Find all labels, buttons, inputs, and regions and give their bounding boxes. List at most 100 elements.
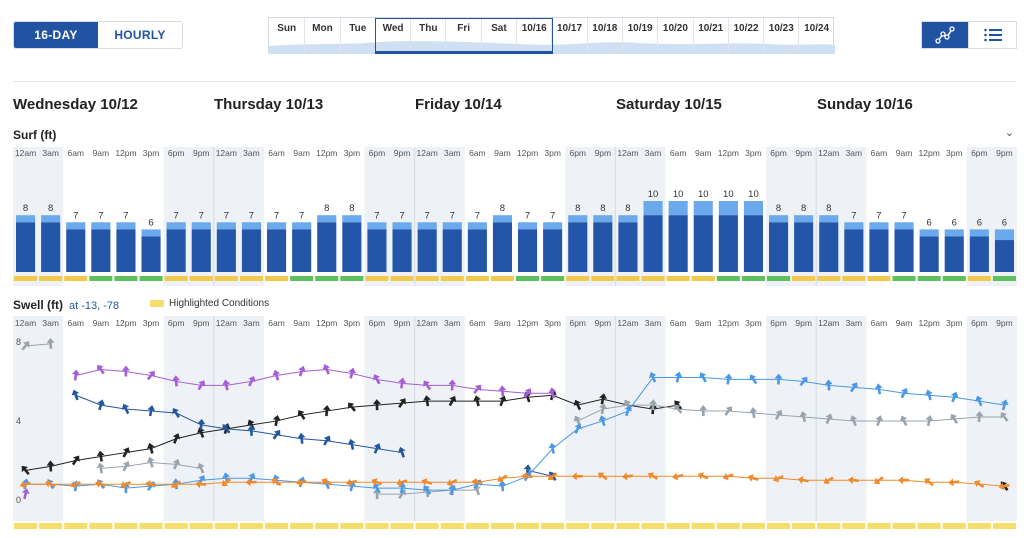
- selected-day-range[interactable]: [375, 18, 553, 54]
- swell-direction-arrow[interactable]: [998, 410, 1011, 424]
- swell-direction-arrow[interactable]: [972, 478, 986, 491]
- surf-bar-max[interactable]: [518, 222, 538, 230]
- surf-bar-max[interactable]: [141, 229, 161, 237]
- surf-bar-min[interactable]: [166, 229, 186, 272]
- swell-direction-arrow[interactable]: [798, 410, 808, 423]
- swell-direction-arrow[interactable]: [96, 462, 106, 474]
- swell-direction-arrow[interactable]: [548, 442, 558, 454]
- surf-bar-max[interactable]: [743, 201, 763, 216]
- day-strip-item[interactable]: 10/17: [551, 18, 586, 52]
- swell-direction-arrow[interactable]: [121, 365, 130, 377]
- swell-direction-arrow[interactable]: [448, 379, 457, 391]
- surf-bar-max[interactable]: [869, 222, 889, 230]
- surf-bar-min[interactable]: [794, 222, 814, 272]
- swell-direction-arrow[interactable]: [345, 477, 358, 487]
- surf-bar-min[interactable]: [568, 222, 588, 272]
- swell-direction-arrow[interactable]: [498, 480, 507, 492]
- swell-direction-arrow[interactable]: [195, 461, 207, 474]
- swell-direction-arrow[interactable]: [722, 404, 735, 418]
- swell-direction-arrow[interactable]: [445, 476, 458, 488]
- surf-bar-max[interactable]: [844, 222, 864, 230]
- swell-direction-arrow[interactable]: [724, 373, 733, 385]
- day-strip-item[interactable]: Sun: [277, 23, 297, 34]
- swell-direction-arrow[interactable]: [46, 460, 55, 472]
- surf-bar-max[interactable]: [241, 222, 261, 230]
- swell-direction-arrow[interactable]: [21, 487, 31, 500]
- swell-direction-arrow[interactable]: [396, 446, 407, 459]
- swell-direction-arrow[interactable]: [721, 471, 734, 482]
- swell-direction-arrow[interactable]: [498, 385, 507, 397]
- swell-direction-arrow[interactable]: [322, 405, 331, 417]
- surf-bar-max[interactable]: [944, 229, 964, 237]
- surf-bar-max[interactable]: [568, 215, 588, 223]
- surf-bar-max[interactable]: [718, 201, 738, 216]
- swell-direction-arrow[interactable]: [471, 477, 483, 487]
- swell-direction-arrow[interactable]: [221, 379, 231, 391]
- swell-direction-arrow[interactable]: [245, 478, 257, 487]
- surf-bar-min[interactable]: [643, 215, 663, 272]
- swell-direction-arrow[interactable]: [19, 463, 32, 477]
- day-strip-item[interactable]: 10/22: [727, 18, 763, 52]
- surf-bar-max[interactable]: [91, 222, 111, 230]
- swell-direction-arrow[interactable]: [271, 369, 282, 382]
- day-strip-item[interactable]: 10/20: [657, 18, 692, 52]
- swell-direction-arrow[interactable]: [44, 478, 57, 490]
- swell-direction-arrow[interactable]: [572, 422, 584, 435]
- swell-direction-arrow[interactable]: [345, 400, 358, 414]
- swell-direction-arrow[interactable]: [247, 424, 256, 436]
- swell-direction-arrow[interactable]: [973, 394, 985, 407]
- swell-direction-arrow[interactable]: [471, 382, 484, 396]
- collapse-chevron-icon[interactable]: ⌄: [1004, 127, 1014, 139]
- swell-direction-arrow[interactable]: [649, 399, 658, 411]
- surf-bar-min[interactable]: [317, 222, 337, 272]
- swell-direction-arrow[interactable]: [646, 470, 660, 482]
- day-strip-item[interactable]: Fri: [445, 18, 480, 52]
- swell-direction-arrow[interactable]: [144, 479, 157, 489]
- swell-direction-arrow[interactable]: [347, 367, 357, 380]
- swell-direction-arrow[interactable]: [448, 484, 457, 496]
- swell-direction-arrow[interactable]: [169, 478, 183, 491]
- swell-direction-arrow[interactable]: [598, 393, 608, 405]
- swell-direction-arrow[interactable]: [119, 478, 132, 490]
- swell-direction-arrow[interactable]: [146, 442, 157, 455]
- surf-bar-min[interactable]: [693, 215, 713, 272]
- swell-direction-arrow[interactable]: [296, 365, 307, 378]
- swell-direction-arrow[interactable]: [898, 414, 910, 427]
- surf-bar-min[interactable]: [41, 222, 61, 272]
- swell-direction-arrow[interactable]: [847, 476, 859, 485]
- surf-bar-min[interactable]: [518, 229, 538, 272]
- swell-direction-arrow[interactable]: [422, 395, 431, 407]
- swell-direction-arrow[interactable]: [272, 414, 282, 427]
- surf-bar-min[interactable]: [241, 229, 261, 272]
- surf-bar-min[interactable]: [492, 222, 512, 272]
- surf-bar-max[interactable]: [216, 222, 236, 230]
- swell-direction-arrow[interactable]: [998, 481, 1010, 491]
- surf-bar-min[interactable]: [16, 222, 36, 272]
- swell-direction-arrow[interactable]: [171, 432, 183, 445]
- surf-bar-max[interactable]: [342, 215, 362, 223]
- swell-direction-arrow[interactable]: [197, 418, 206, 431]
- swell-direction-arrow[interactable]: [548, 387, 558, 399]
- day-strip-item[interactable]: 10/19: [621, 18, 657, 52]
- swell-direction-arrow[interactable]: [497, 394, 509, 407]
- surf-bar-min[interactable]: [994, 240, 1014, 272]
- surf-bar-min[interactable]: [91, 229, 111, 272]
- surf-bar-min[interactable]: [116, 229, 136, 272]
- swell-direction-arrow[interactable]: [195, 378, 208, 392]
- surf-bar-max[interactable]: [919, 229, 939, 237]
- swell-direction-arrow[interactable]: [420, 477, 433, 488]
- surf-bar-min[interactable]: [342, 222, 362, 272]
- surf-bar-min[interactable]: [141, 236, 161, 273]
- surf-bar-max[interactable]: [994, 229, 1014, 241]
- list-view-button[interactable]: [969, 21, 1017, 49]
- surf-bar-min[interactable]: [668, 215, 688, 272]
- swell-direction-arrow[interactable]: [195, 480, 207, 489]
- swell-direction-arrow[interactable]: [771, 473, 784, 485]
- swell-direction-arrow[interactable]: [773, 408, 785, 421]
- swell-direction-arrow[interactable]: [948, 412, 961, 426]
- surf-bar-min[interactable]: [819, 222, 839, 272]
- swell-direction-arrow[interactable]: [19, 479, 32, 490]
- surf-bar-min[interactable]: [417, 229, 437, 272]
- swell-direction-arrow[interactable]: [673, 371, 683, 384]
- day-strip-item[interactable]: 10/18: [586, 18, 622, 52]
